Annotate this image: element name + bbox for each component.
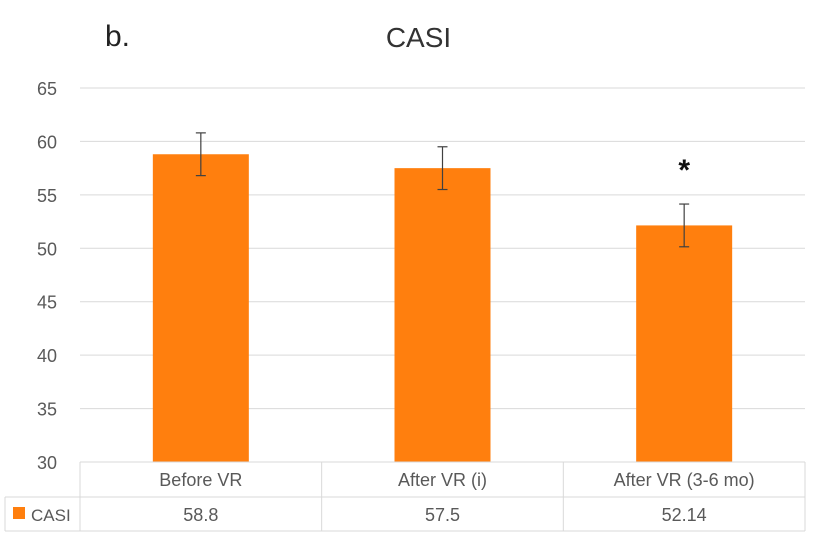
y-tick-label: 55 [37, 186, 57, 206]
legend-label: CASI [31, 506, 71, 525]
data-table-value: 58.8 [183, 505, 218, 525]
y-tick-label: 40 [37, 346, 57, 366]
y-tick-label: 65 [37, 79, 57, 99]
legend-swatch [13, 507, 25, 519]
x-category-label: After VR (i) [398, 470, 487, 490]
data-table-value: 52.14 [662, 505, 707, 525]
bar [636, 225, 733, 462]
chart-title: CASI [385, 22, 452, 53]
x-category-label: Before VR [159, 470, 242, 490]
y-tick-label: 50 [37, 239, 57, 259]
bar [152, 154, 249, 462]
data-table: Before VR 58.8 After VR (i) 57.5 After VR (3… [4, 461, 806, 532]
significance-marker: * [678, 154, 690, 187]
y-tick-label: 30 [37, 453, 57, 473]
data-table-value: 57.5 [425, 505, 460, 525]
bar-layer [152, 132, 733, 462]
y-tick-label: 60 [37, 132, 57, 152]
y-tick-label: 35 [37, 400, 57, 420]
panel-label: b. [105, 20, 131, 53]
x-category-label: After VR (3-6 mo) [614, 470, 755, 490]
bar [394, 168, 491, 462]
label-layer: 30 35 40 45 50 55 60 65 * [37, 79, 690, 473]
y-tick-label: 45 [37, 293, 57, 313]
